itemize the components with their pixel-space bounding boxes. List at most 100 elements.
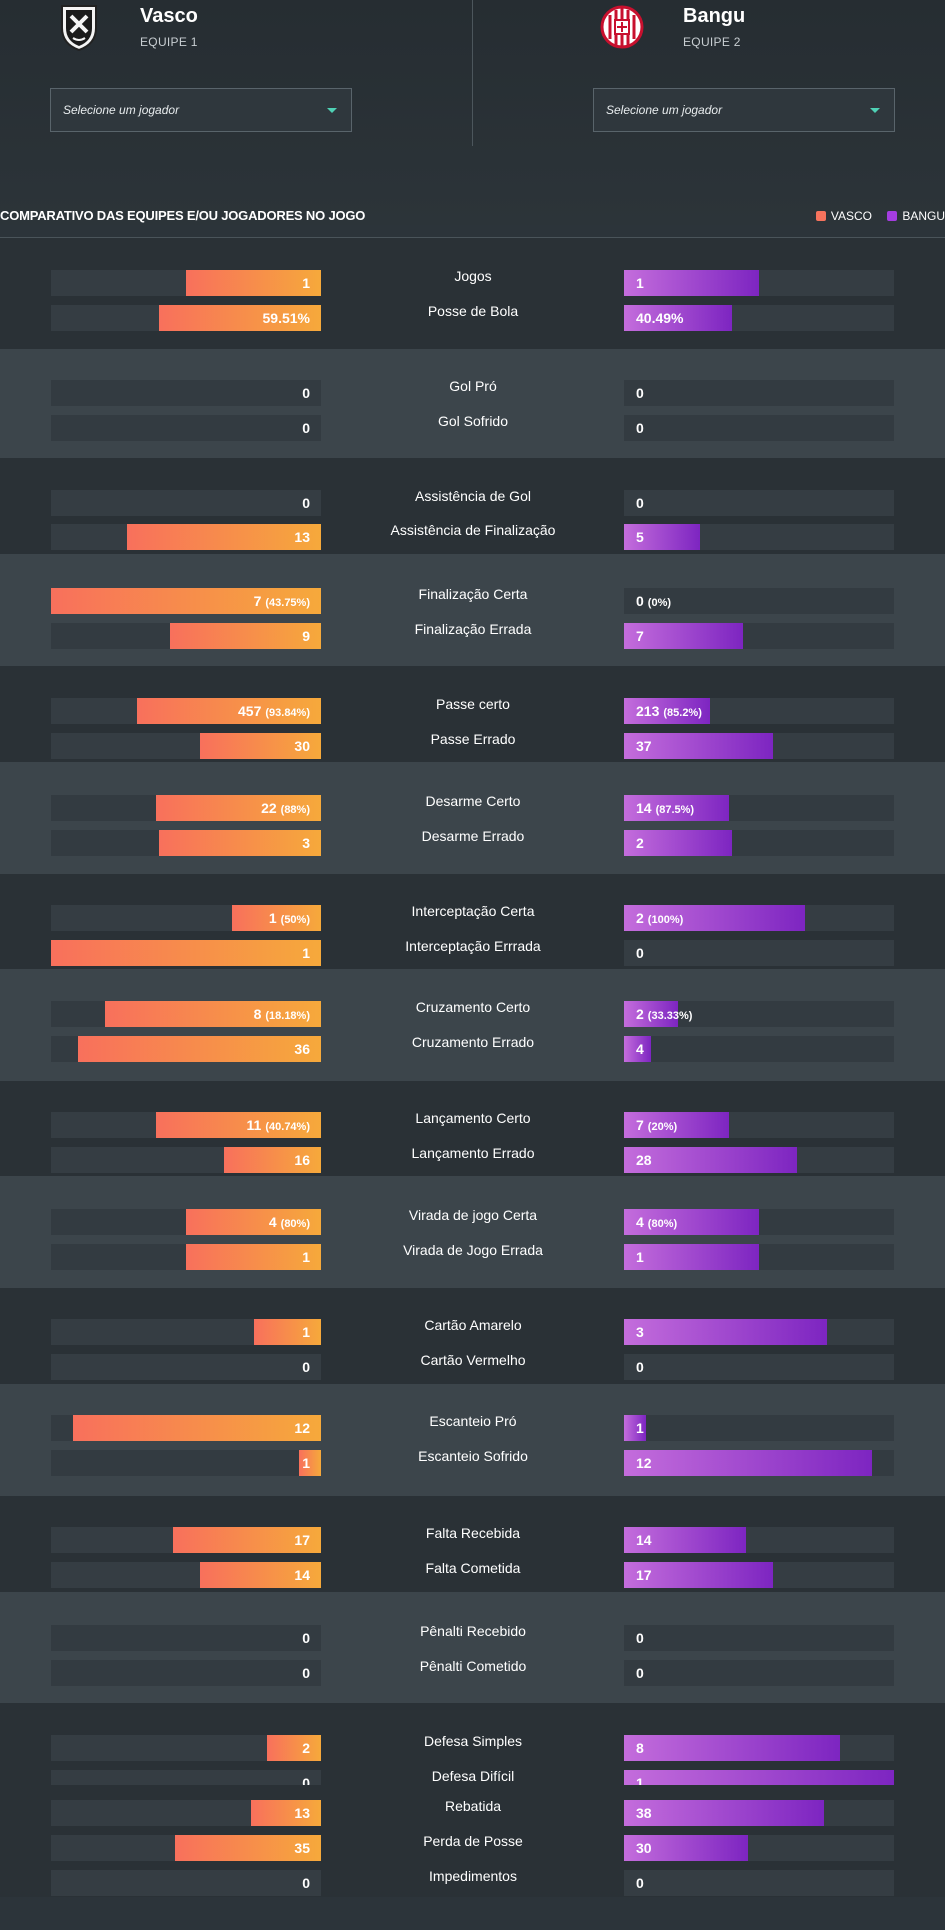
vasco-value: 17: [294, 1532, 310, 1548]
bangu-value: 28: [636, 1152, 652, 1168]
stat-label: Cruzamento Errado: [411, 1034, 535, 1050]
vasco-bar-track: 1 (50%): [51, 905, 321, 931]
teams-divider: [472, 0, 473, 146]
bangu-bar-track: 8: [624, 1735, 894, 1761]
bangu-value-number: 0: [636, 1359, 644, 1375]
stat-row: 12 Escanteio Pró 1: [0, 1413, 945, 1441]
stat-row: 17 Falta Recebida 14: [0, 1525, 945, 1553]
vasco-value-number: 457: [238, 703, 262, 719]
vasco-bar: [126, 524, 321, 550]
stat-label: Jogos: [454, 268, 492, 284]
stat-group: 1 Cartão Amarelo 3 0 Cartão Vermelho 0: [0, 1288, 945, 1384]
stat-row: 16 Lançamento Errado 28: [0, 1145, 945, 1173]
team-2-player-select[interactable]: Selecione um jogador: [593, 88, 895, 132]
bangu-bar: [624, 1209, 759, 1235]
bangu-bar-track: 213 (85.2%): [624, 698, 894, 724]
bangu-value-percent: (85.2%): [663, 707, 702, 719]
stat-group: 4 (80%) Virada de jogo Certa 4 (80%) 1 Virada …: [0, 1176, 945, 1288]
vasco-bar-track: 11 (40.74%): [51, 1112, 321, 1138]
bangu-bar-track: 1: [624, 270, 894, 296]
bangu-value-number: 17: [636, 1567, 652, 1583]
vasco-bar-track: 0: [51, 1354, 321, 1380]
team-1-player-select[interactable]: Selecione um jogador: [50, 88, 352, 132]
bangu-bar-track: 12: [624, 1450, 894, 1476]
vasco-bar: [172, 1527, 321, 1553]
vasco-value-number: 0: [302, 420, 310, 436]
bangu-bar: [624, 1147, 797, 1173]
vasco-value-number: 0: [302, 1875, 310, 1891]
bangu-bar: [624, 698, 711, 724]
vasco-bar: [267, 1735, 321, 1761]
vasco-bar-track: 12: [51, 1415, 321, 1441]
stat-row: 0 Impedimentos 0: [0, 1868, 945, 1896]
stat-row: 9 Finalização Errada 7: [0, 621, 945, 649]
vasco-bar: [199, 733, 321, 759]
bangu-value-number: 2: [636, 910, 644, 926]
stat-row: 1 (50%) Interceptação Certa 2 (100%): [0, 903, 945, 931]
vasco-value-percent: (80%): [280, 1218, 310, 1230]
bangu-value: 2: [636, 835, 644, 851]
vasco-value: 1: [302, 945, 310, 961]
bangu-bar: [624, 1800, 824, 1826]
bangu-bar: [624, 795, 730, 821]
bangu-value: 7: [636, 628, 644, 644]
stat-label: Cartão Vermelho: [420, 1352, 526, 1368]
bangu-bar: [624, 305, 732, 331]
bangu-value: 213 (85.2%): [636, 703, 702, 719]
bangu-bar: [624, 1527, 746, 1553]
bangu-bar-track: 14: [624, 1527, 894, 1553]
vasco-value: 13: [294, 529, 310, 545]
vasco-value: 35: [294, 1840, 310, 1856]
bangu-value-number: 14: [636, 1532, 652, 1548]
chevron-down-icon: [870, 108, 880, 113]
vasco-bar-track: 17: [51, 1527, 321, 1553]
team-2-select-placeholder: Selecione um jogador: [606, 103, 723, 117]
stat-group: 2 Defesa Simples 8 0 Defesa Difícil 1: [0, 1703, 945, 1796]
vasco-value-number: 0: [302, 495, 310, 511]
vasco-value: 2: [302, 1740, 310, 1756]
bangu-value-number: 30: [636, 1840, 652, 1856]
bangu-value: 0: [636, 1630, 644, 1646]
vasco-bar-track: 22 (88%): [51, 795, 321, 821]
bangu-value: 0: [636, 385, 644, 401]
bangu-value: 37: [636, 738, 652, 754]
bangu-value-number: 8: [636, 1740, 644, 1756]
vasco-bar-track: 36: [51, 1036, 321, 1062]
stat-label: Virada de jogo Certa: [408, 1207, 538, 1223]
vasco-value-number: 14: [294, 1567, 310, 1583]
vasco-value-percent: (18.18%): [265, 1010, 310, 1022]
stat-group: 1 Jogos 1 59.51% Posse de Bola 40.49%: [0, 238, 945, 349]
bangu-value-percent: (80%): [647, 1218, 678, 1230]
vasco-bar-track: 7 (43.75%): [51, 588, 321, 614]
stat-label: Finalização Certa: [418, 586, 528, 602]
bangu-value-number: 0: [636, 593, 644, 609]
bangu-value: 0: [636, 495, 644, 511]
stat-row: 1 Escanteio Sofrido 12: [0, 1448, 945, 1476]
bangu-bar-track: 40.49%: [624, 305, 894, 331]
vasco-bar-track: 0: [51, 1625, 321, 1651]
legend-vasco: VASCO: [830, 208, 872, 223]
bangu-bar: [624, 1735, 840, 1761]
bangu-value-number: 4: [636, 1041, 644, 1057]
bangu-bar-track: 30: [624, 1835, 894, 1861]
stat-label: Impedimentos: [429, 1868, 517, 1884]
bangu-bar: [624, 270, 759, 296]
vasco-value: 13: [294, 1805, 310, 1821]
bangu-value: 2 (100%): [636, 910, 683, 926]
vasco-value-number: 12: [294, 1420, 310, 1436]
vasco-bar-track: 0: [51, 490, 321, 516]
bangu-bar: [624, 1319, 827, 1345]
stat-label: Pênalti Recebido: [420, 1623, 526, 1639]
vasco-bar-track: 9: [51, 623, 321, 649]
stat-label: Desarme Errado: [421, 828, 525, 844]
bangu-value: 8: [636, 1740, 644, 1756]
bangu-value-number: 1: [636, 1249, 644, 1265]
vasco-value: 0: [302, 1665, 310, 1681]
bangu-value-number: 2: [636, 835, 644, 851]
bangu-value-number: 37: [636, 738, 652, 754]
bangu-bar-track: 1: [624, 1244, 894, 1270]
vasco-value: 7 (43.75%): [254, 593, 310, 609]
stat-group: 22 (88%) Desarme Certo 14 (87.5%) 3 Desarme Er…: [0, 762, 945, 874]
stat-label: Escanteio Sofrido: [418, 1448, 528, 1464]
bangu-bar-track: 0: [624, 415, 894, 441]
